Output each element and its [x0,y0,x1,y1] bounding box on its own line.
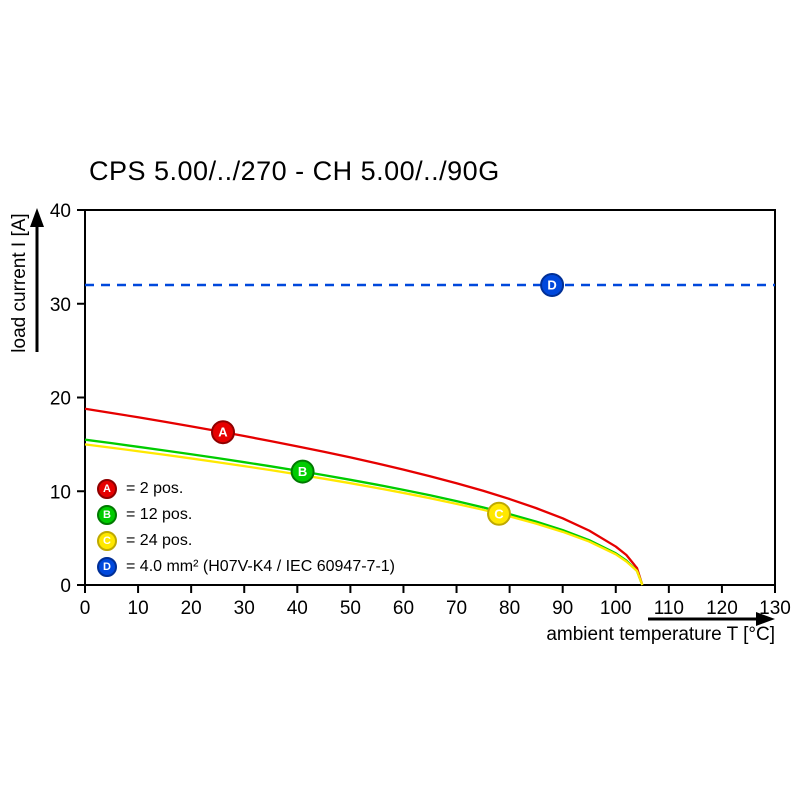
legend-chip-1: B [97,505,117,525]
curve-markers: A B C D [211,273,565,526]
curve-marker-a [211,420,235,445]
curves [84,283,775,586]
x-tick-label: 100 [600,598,632,619]
x-tick-label: 40 [287,598,308,619]
y-tick-label: 10 [50,482,71,503]
curve-b [84,438,644,586]
curve-marker-letter: D [547,278,556,293]
x-tick-label: 10 [128,598,149,619]
legend-chip-letter: A [103,483,111,495]
x-axis-label: ambient temperature T [°C] [546,624,775,645]
x-tick-label: 70 [446,598,467,619]
curve-marker-c [487,501,511,526]
x-axis-arrow-icon [648,612,775,626]
legend-label-a: = 2 pos. [126,480,184,497]
curve-marker-letter: C [494,506,504,521]
legend-item-c: C = 24 pos. [97,528,395,554]
legend-chip-2: C [97,531,117,551]
legend: A = 2 pos. B = 12 pos. C = 24 pos. D = 4… [97,476,395,580]
x-tick-label: 110 [654,598,684,619]
legend-chip-letter: D [103,561,111,573]
x-tick-label: 50 [340,598,361,619]
x-tick-label: 0 [80,598,91,619]
x-tick-label: 80 [499,598,520,619]
legend-chip-0: A [97,479,117,499]
x-tick-label: 20 [181,598,202,619]
curve-a [84,407,644,586]
curve-marker-letter: A [218,425,228,440]
x-tick-label: 60 [393,598,414,619]
x-tick-label: 30 [234,598,255,619]
legend-label-c: = 24 pos. [126,532,193,549]
curve-c [84,443,644,586]
legend-item-a: A = 2 pos. [97,476,395,502]
legend-item-d: D = 4.0 mm² (H07V-K4 / IEC 60947-7-1) [97,554,395,580]
x-tick-label: 120 [706,598,738,619]
curve-marker-letter: B [298,464,307,479]
y-tick-label: 20 [50,389,71,410]
curve-marker-d [540,273,565,297]
y-tick-label: 30 [50,295,71,316]
x-tick-label: 90 [552,598,573,619]
legend-chip-letter: B [103,509,111,521]
axis-ticks: 0 10 20 30 40 50 60 70 80 90 100 110 120 130 0 10 20 30 40 [50,201,791,619]
legend-chip-letter: C [103,535,111,547]
x-tick-label: 130 [759,598,791,619]
y-axis-arrow-icon [30,208,44,352]
legend-chip-3: D [97,557,117,577]
chart-title: CPS 5.00/../270 - CH 5.00/../90G [89,156,500,186]
legend-label-b: = 12 pos. [126,506,193,523]
y-tick-label: 0 [60,576,71,597]
legend-item-b: B = 12 pos. [97,502,395,528]
legend-label-d: = 4.0 mm² (H07V-K4 / IEC 60947-7-1) [126,558,395,575]
y-tick-label: 40 [50,201,71,222]
curve-marker-b [290,459,315,484]
